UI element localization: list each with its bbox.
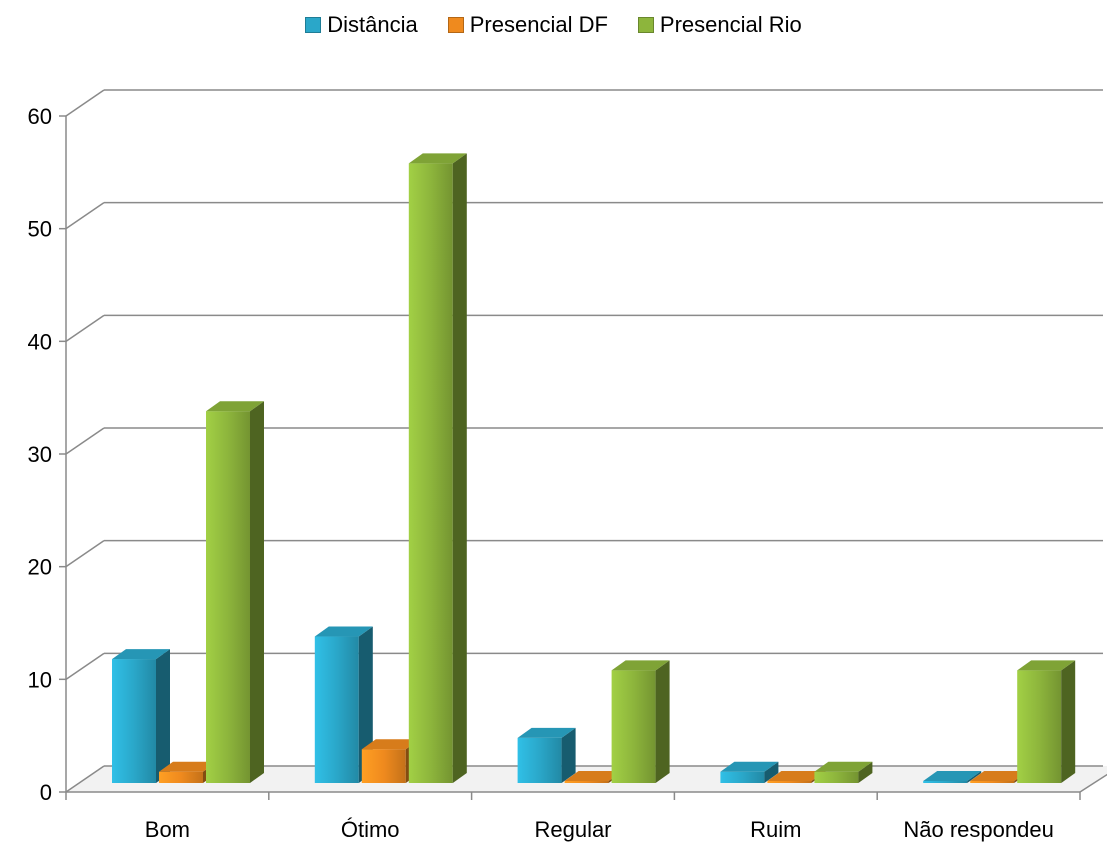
bar-top bbox=[923, 771, 982, 781]
x-category-label: Regular bbox=[534, 817, 611, 842]
bar-top bbox=[408, 153, 467, 164]
bar-side bbox=[156, 649, 170, 783]
bar-side bbox=[250, 401, 264, 783]
gridline-diagonal bbox=[65, 89, 105, 117]
bar-top bbox=[1017, 660, 1076, 671]
bar bbox=[314, 636, 359, 783]
bar-top bbox=[970, 771, 1029, 781]
gridline-diagonal bbox=[65, 202, 105, 230]
y-tick-label: 60 bbox=[28, 104, 52, 129]
bar bbox=[361, 749, 406, 783]
bar-side bbox=[561, 727, 576, 783]
y-tick-label: 10 bbox=[28, 667, 52, 692]
bar-side bbox=[655, 660, 670, 783]
x-category-label: Não respondeu bbox=[903, 817, 1053, 842]
bar-side bbox=[764, 761, 779, 783]
gridline-diagonal bbox=[65, 314, 105, 342]
x-category-label: Bom bbox=[145, 817, 190, 842]
bar bbox=[408, 163, 453, 784]
y-tick-label: 30 bbox=[28, 442, 52, 467]
bar-top bbox=[767, 771, 826, 781]
y-tick-label: 40 bbox=[28, 329, 52, 354]
legend: Distância Presencial DF Presencial Rio bbox=[0, 12, 1107, 38]
x-category-label: Ótimo bbox=[341, 817, 400, 842]
bar bbox=[923, 781, 968, 783]
gridline-diagonal bbox=[65, 427, 105, 455]
y-tick-label: 50 bbox=[28, 217, 52, 242]
bar-side bbox=[967, 771, 982, 783]
bar bbox=[159, 771, 203, 783]
legend-item-presencial-df: Presencial DF bbox=[447, 12, 608, 38]
bar-top bbox=[611, 660, 670, 671]
bar-top bbox=[159, 761, 217, 772]
legend-swatch-presencial-rio bbox=[637, 17, 654, 33]
gridline-diagonal bbox=[65, 652, 105, 680]
legend-item-distancia: Distância bbox=[305, 12, 418, 38]
bar-side bbox=[858, 761, 873, 783]
bar bbox=[814, 771, 859, 783]
bar-top bbox=[361, 739, 420, 750]
bar bbox=[970, 781, 1015, 783]
legend-label-presencial-df: Presencial DF bbox=[469, 12, 608, 37]
legend-swatch-presencial-df bbox=[447, 17, 464, 33]
bar bbox=[1017, 670, 1062, 783]
bar bbox=[112, 659, 156, 783]
bar-top bbox=[517, 727, 576, 738]
bar-top bbox=[112, 649, 170, 660]
legend-label-distancia: Distância bbox=[327, 12, 418, 37]
bar bbox=[517, 737, 562, 783]
legend-label-presencial-rio: Presencial Rio bbox=[659, 12, 802, 37]
gridline-diagonal bbox=[65, 540, 105, 568]
bar bbox=[720, 771, 765, 783]
bar bbox=[767, 781, 812, 783]
bar-side bbox=[452, 153, 467, 784]
bar-side bbox=[1061, 660, 1076, 783]
bar-top bbox=[314, 626, 373, 637]
bar-top bbox=[814, 761, 873, 772]
legend-item-presencial-rio: Presencial Rio bbox=[637, 12, 802, 38]
bar bbox=[564, 781, 609, 783]
bar bbox=[611, 670, 656, 783]
bar-top bbox=[720, 761, 779, 772]
y-tick-label: 0 bbox=[40, 780, 52, 805]
gridline-diagonal bbox=[65, 765, 105, 793]
legend-swatch-distancia bbox=[305, 17, 322, 33]
bar-top bbox=[206, 401, 264, 412]
bar bbox=[206, 411, 250, 783]
bar-top bbox=[564, 771, 623, 781]
y-tick-label: 20 bbox=[28, 555, 52, 580]
x-category-label: Ruim bbox=[750, 817, 801, 842]
x-axis-depth bbox=[1079, 773, 1107, 793]
